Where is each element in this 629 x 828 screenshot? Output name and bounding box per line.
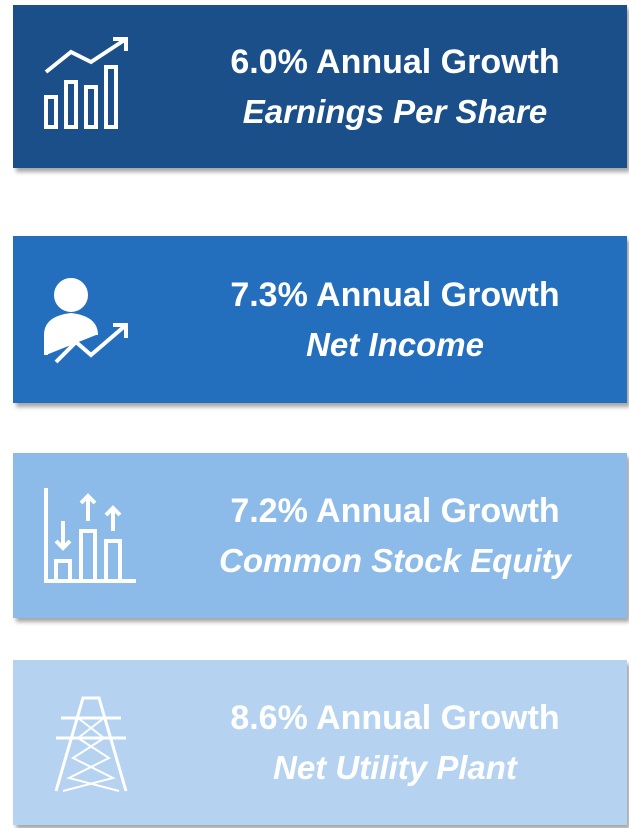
subtitle: Net Income [306, 325, 484, 363]
card: 6.0% Annual Growth Earnings Per Share [13, 5, 627, 168]
card: 7.2% Annual Growth Common Stock Equity [13, 453, 627, 618]
headline: 7.2% Annual Growth [230, 491, 560, 530]
card: 8.6% Annual Growth Net Utility Plant [13, 660, 627, 825]
headline: 7.3% Annual Growth [230, 275, 560, 314]
card: 7.3% Annual Growth Net Income [13, 236, 627, 403]
headline: 8.6% Annual Growth [230, 698, 560, 737]
tower-icon [54, 696, 128, 792]
headline: 6.0% Annual Growth [230, 42, 560, 81]
subtitle: Common Stock Equity [218, 541, 572, 579]
person-icon [44, 277, 128, 363]
growth-icon [44, 36, 128, 129]
subtitle: Earnings Per Share [242, 92, 548, 130]
subtitle: Net Utility Plant [273, 748, 517, 786]
equity-icon [44, 487, 136, 583]
